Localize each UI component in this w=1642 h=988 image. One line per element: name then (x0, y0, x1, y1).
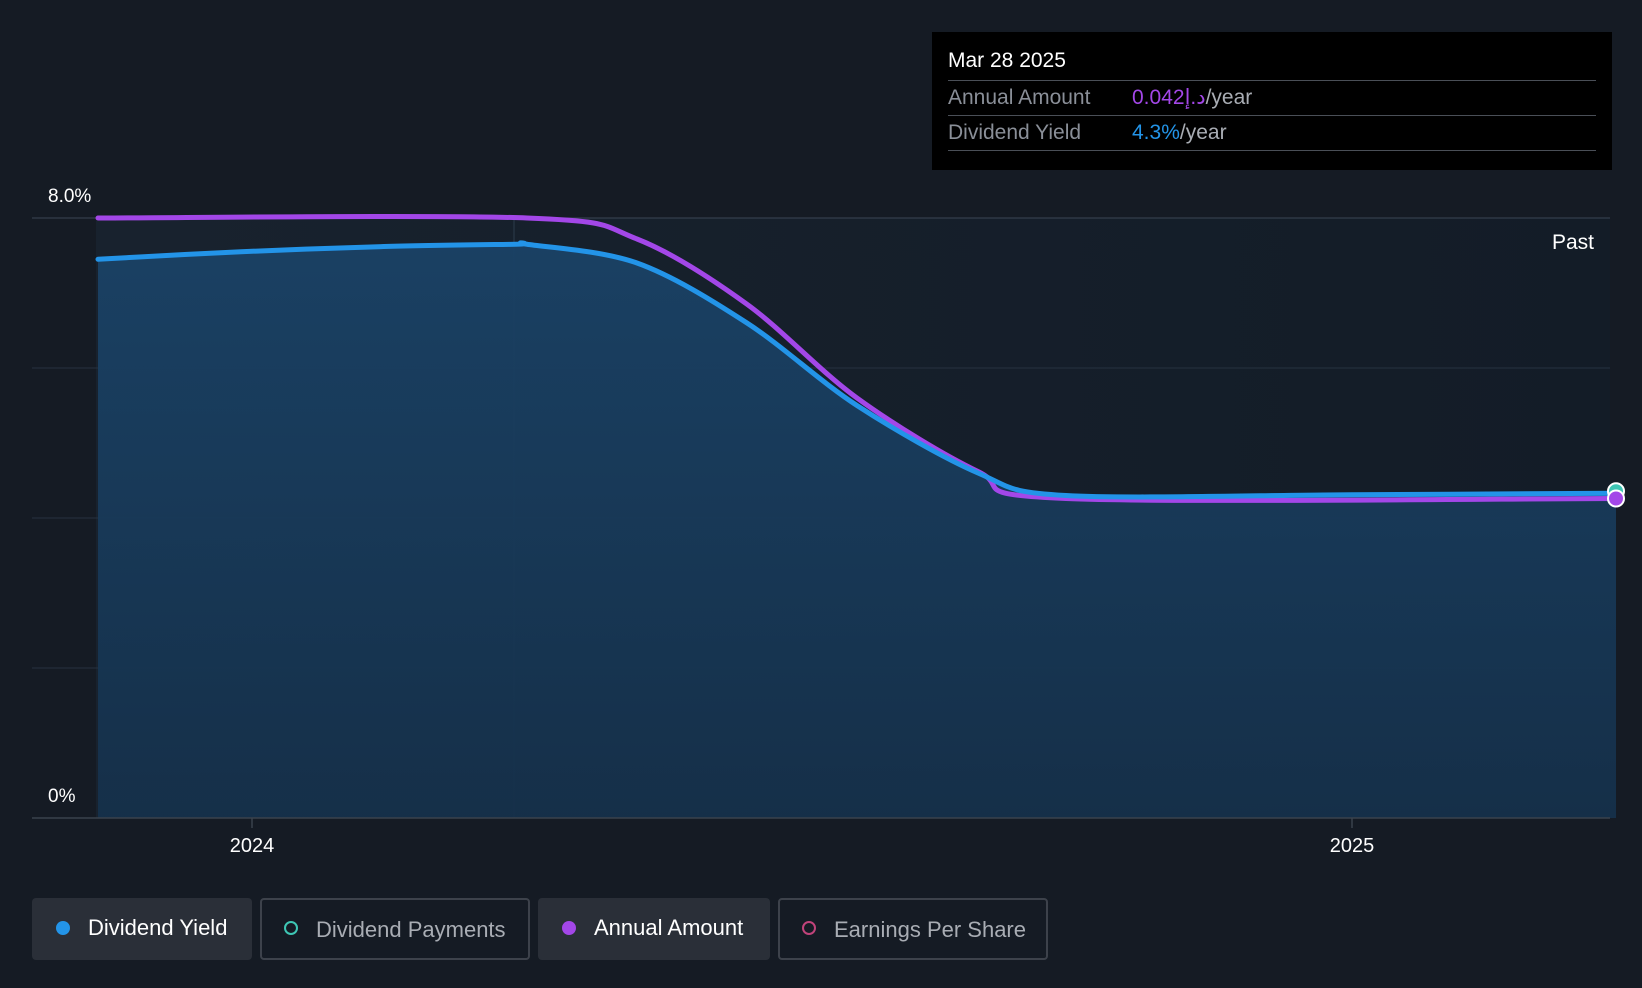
x-tick-label-2025: 2025 (1330, 835, 1375, 857)
tooltip-date: Mar 28 2025 (948, 46, 1596, 81)
chart-tooltip: Mar 28 2025 Annual Amount 0.042د.إ/year D… (932, 32, 1612, 170)
tooltip-dividend-yield-label: Dividend Yield (948, 121, 1082, 144)
legend-dividend-yield-dot-icon (56, 921, 70, 935)
legend-annual-amount-label: Annual Amount (594, 915, 744, 940)
legend-dividend-payments-label: Dividend Payments (316, 917, 506, 942)
annual-amount-end-marker (1607, 489, 1625, 508)
legend-earnings-per-share-ring-icon (802, 921, 816, 935)
legend-earnings-per-share-label: Earnings Per Share (834, 917, 1026, 942)
past-region-label: Past (1552, 231, 1594, 254)
legend-dividend-payments-ring-icon (284, 921, 298, 935)
x-tick-label-2024: 2024 (230, 835, 275, 857)
y-tick-label-top: 8.0% (48, 186, 91, 207)
legend-dividend-yield-button[interactable]: Dividend Yield (32, 898, 252, 960)
tooltip-annual-amount-unit: /year (1205, 86, 1253, 109)
legend-dividend-payments-button[interactable]: Dividend Payments (260, 898, 530, 960)
tooltip-dividend-yield-value: 4.3% (1132, 121, 1180, 144)
tooltip-annual-amount-label: Annual Amount (948, 86, 1091, 109)
y-tick-label-bottom: 0% (48, 786, 76, 807)
legend-dividend-yield-label: Dividend Yield (88, 915, 228, 940)
tooltip-dividend-yield-unit: /year (1179, 121, 1227, 144)
tooltip-annual-amount-value: 0.042د.إ (1132, 86, 1206, 109)
tooltip-row-annual-amount: Annual Amount 0.042د.إ/year (948, 81, 1596, 116)
dividend-yield-line (95, 240, 1619, 500)
legend-annual-amount-button[interactable]: Annual Amount (538, 898, 770, 960)
legend-annual-amount-dot-icon (562, 921, 576, 935)
annual-amount-line (95, 214, 1619, 503)
legend-earnings-per-share-button[interactable]: Earnings Per Share (778, 898, 1048, 960)
dividend-yield-area (98, 242, 1616, 818)
tooltip-row-dividend-yield: Dividend Yield 4.3%/year (948, 116, 1596, 151)
